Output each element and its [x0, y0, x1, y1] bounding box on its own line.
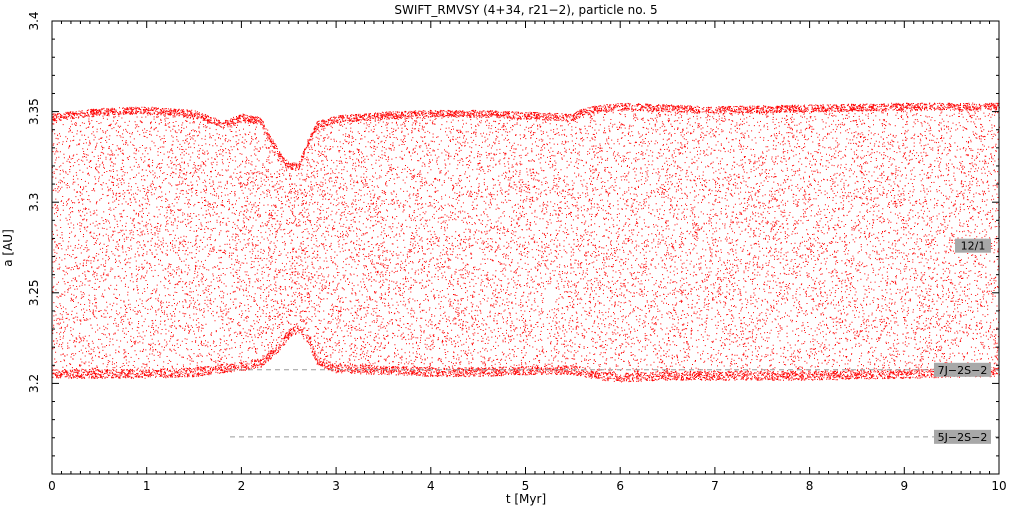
x-tick-label: 5 [522, 479, 530, 493]
reference-lines: 7J−2S−2 5J−2S−2 12/1 [230, 238, 999, 444]
x-tick-label: 9 [900, 479, 908, 493]
x-tick-label: 2 [238, 479, 246, 493]
chart-title: SWIFT_RMVSY (4+34, r21−2), particle no. … [394, 3, 657, 17]
reference-label: 12/1 [961, 240, 986, 253]
x-tick-label: 4 [427, 479, 435, 493]
y-tick-label: 3.35 [27, 98, 41, 125]
reference-label: 5J−2S−2 [938, 431, 988, 444]
y-tick-label: 3.3 [27, 193, 41, 212]
reference-label: 7J−2S−2 [938, 364, 988, 377]
y-tick-label: 3.25 [27, 279, 41, 306]
x-tick-label: 10 [991, 479, 1006, 493]
x-axis-label: t [Myr] [506, 492, 546, 506]
y-tick-label: 3.4 [27, 11, 41, 30]
series-points [52, 102, 1000, 383]
reference-label-box [934, 362, 991, 377]
x-axis: 0 1 2 3 4 5 6 7 8 9 10 [48, 21, 1007, 493]
y-axis-label: a [AU] [1, 229, 15, 267]
x-tick-label: 7 [711, 479, 719, 493]
reference-label-box [955, 238, 991, 253]
y-axis: 3.2 3.25 3.3 3.35 3.4 [27, 11, 999, 475]
x-tick-label: 1 [143, 479, 151, 493]
y-tick-label: 3.2 [27, 374, 41, 393]
x-tick-label: 3 [332, 479, 340, 493]
data-points [52, 102, 1000, 383]
x-tick-label: 0 [48, 479, 56, 493]
reference-label-box [934, 429, 991, 444]
x-tick-label: 8 [806, 479, 814, 493]
x-tick-label: 6 [616, 479, 624, 493]
plot-frame [51, 20, 1000, 475]
